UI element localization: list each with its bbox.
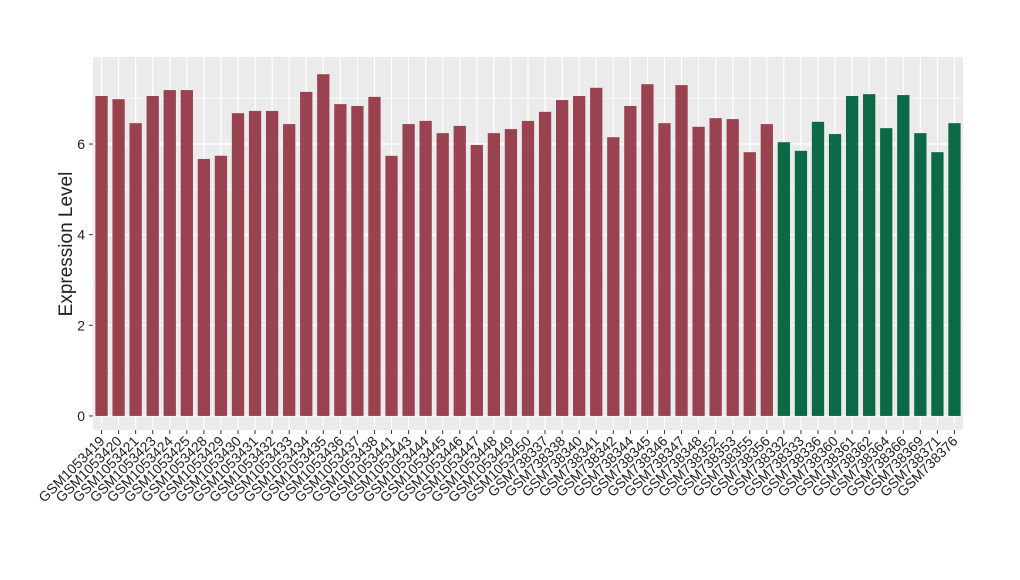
bar [828,134,842,416]
bar [931,152,944,416]
bar [777,142,791,416]
bar [538,111,552,416]
bar [641,84,654,416]
bar [248,110,262,416]
bar [129,123,142,416]
bar [845,95,859,416]
bar [300,91,313,416]
bar [231,113,245,416]
bar [897,95,910,416]
bar [675,85,688,416]
bar [368,96,381,416]
bar [351,105,364,416]
bar [385,155,398,416]
bar [453,125,466,416]
bar [794,150,808,416]
y-tick-label: 6 [77,136,85,152]
bar [573,95,586,416]
bar [180,90,193,416]
bar [317,74,330,416]
bar [863,94,876,416]
bar [590,87,603,416]
bar [146,95,159,416]
bar [555,100,569,416]
bar [214,155,228,416]
y-tick-label: 4 [77,227,85,243]
bar [607,137,620,416]
bar [112,99,125,416]
bar [692,126,705,416]
bar [658,123,671,416]
bar [504,129,518,416]
bar [95,95,108,416]
bar [948,123,961,416]
bar [624,105,637,416]
y-axis-label: Expression Level [56,172,77,317]
bar [334,104,347,416]
bar [402,124,415,416]
bar [709,118,722,416]
bar [743,152,756,416]
bar [419,120,432,416]
bar [436,133,449,416]
y-tick-label: 0 [77,408,85,424]
bar [487,133,501,416]
bar [470,144,483,416]
bar [283,124,296,416]
bar [914,133,927,416]
bar [726,119,739,416]
bar [265,110,279,416]
bar [811,121,825,416]
bar [880,128,893,416]
bar [197,158,211,416]
bar [521,120,535,416]
bar [163,90,176,416]
bar [760,124,773,416]
y-tick-label: 2 [77,317,85,333]
